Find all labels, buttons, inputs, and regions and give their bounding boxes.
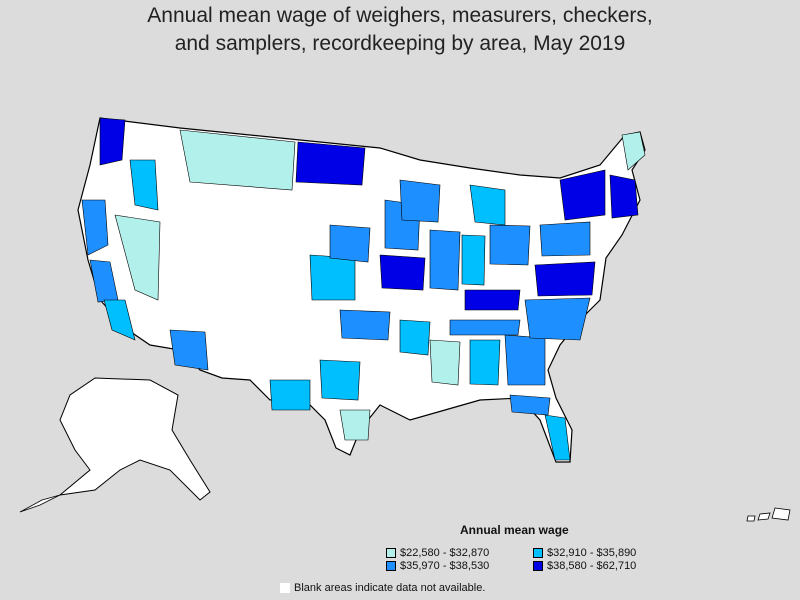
legend-label-1: $22,580 - $32,870	[400, 547, 490, 559]
region-kansas	[329, 224, 371, 263]
legend-item-2: $32,910 - $35,890	[533, 547, 636, 559]
legend-label-3: $35,970 - $38,530	[400, 560, 490, 572]
hawaii-islands	[746, 507, 791, 522]
legend-item-4: $38,580 - $62,710	[533, 560, 636, 572]
region-texas-central	[319, 359, 361, 401]
region-arizona-south	[169, 329, 209, 371]
title-line-2: and samplers, recordkeeping by area, May…	[174, 32, 626, 55]
legend-item-3: $35,970 - $38,530	[386, 560, 489, 572]
region-georgia	[504, 334, 546, 386]
blank-swatch	[280, 583, 290, 593]
region-alabama	[469, 339, 501, 386]
legend-swatch-3	[386, 561, 396, 571]
title-line-1: Annual mean wage of weighers, measurers,…	[147, 4, 653, 27]
region-maine	[621, 131, 646, 171]
region-tennessee	[449, 319, 521, 336]
legend-swatch-2	[533, 548, 543, 558]
map-regions	[81, 117, 646, 461]
region-indiana	[461, 234, 486, 286]
blank-areas-note-text: Blank areas indicate data not available.	[294, 582, 486, 594]
blank-areas-note: Blank areas indicate data not available.	[280, 582, 485, 594]
region-new-york	[559, 169, 606, 221]
region-texas-coast	[339, 409, 371, 441]
alaska-shape	[58, 377, 211, 501]
region-montana	[179, 129, 296, 191]
region-nevada	[114, 214, 161, 301]
legend-label-4: $38,580 - $62,710	[547, 560, 637, 572]
region-kentucky	[464, 289, 521, 311]
region-washington-west	[99, 117, 126, 166]
region-texas-west	[269, 379, 311, 411]
region-oklahoma	[339, 309, 391, 341]
region-north-dakota	[295, 141, 366, 186]
legend-swatch-4	[533, 561, 543, 571]
legend-swatch-1	[386, 548, 396, 558]
region-new-england	[609, 174, 639, 219]
hawaii-maui	[757, 512, 771, 521]
region-michigan	[469, 184, 506, 226]
region-florida-south	[544, 414, 571, 461]
legend-label-2: $32,910 - $35,890	[547, 547, 637, 559]
hawaii-oahu	[746, 515, 756, 522]
region-oregon-coast	[81, 199, 109, 256]
alaska-peninsula	[19, 494, 61, 513]
region-california-central	[103, 299, 136, 341]
legend-item-1: $22,580 - $32,870	[386, 547, 489, 559]
region-arkansas	[399, 319, 431, 356]
region-colorado-east	[309, 254, 356, 301]
region-illinois	[429, 229, 461, 291]
region-ohio	[489, 224, 531, 266]
region-carolinas	[524, 297, 591, 341]
region-idaho	[129, 159, 159, 211]
region-missouri	[379, 254, 426, 291]
map-title: Annual mean wage of weighers, measurers,…	[0, 2, 800, 58]
legend-title: Annual mean wage	[460, 523, 569, 537]
region-virginia	[534, 261, 596, 297]
region-pennsylvania	[539, 221, 591, 257]
region-florida-north	[509, 394, 551, 416]
region-wisconsin	[399, 179, 441, 223]
hawaii-big-island	[771, 507, 791, 521]
region-mississippi	[429, 339, 461, 386]
